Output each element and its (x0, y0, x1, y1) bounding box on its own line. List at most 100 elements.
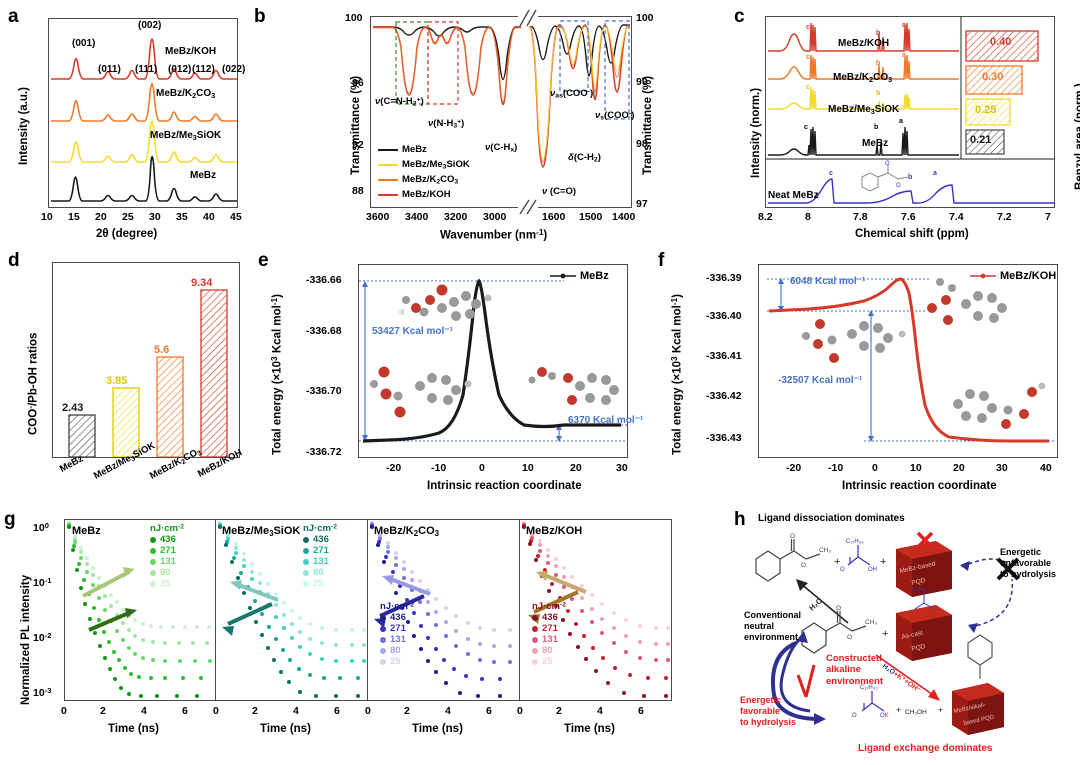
label-o-2: O (801, 562, 806, 569)
label-80-3: 80 (390, 645, 401, 656)
panel-e-ann-barrier: 53427 Kcal mol⁻¹ (372, 326, 453, 337)
dot-131-4 (532, 636, 538, 643)
ann-c-hx: ν(C-Hx) (485, 142, 518, 154)
label-25-2: 25 (313, 578, 324, 589)
panel-b-ytick-96: 96 (352, 77, 364, 89)
g-x2-4: 4 (293, 705, 299, 717)
panel-e-ytick-2: -336.70 (306, 385, 342, 397)
legend-item-k2co3: MeBz/K2CO3 (378, 172, 470, 187)
panel-e-xtick-0: 0 (479, 462, 485, 474)
panel-a-curves (51, 38, 237, 202)
label-436-3: 436 (390, 612, 406, 623)
panel-f-molecule-reactant (802, 319, 906, 363)
panel-g-ytick-3: 10-3 (33, 686, 52, 700)
panel-f-ytick-3: -336.42 (706, 390, 742, 402)
peak-letter-a-koh: a (902, 22, 906, 29)
legend-fluence-80-k2co3: 80 (380, 645, 414, 656)
dot-25-2 (303, 580, 309, 587)
panel-a-xtick-10: 10 (41, 211, 53, 223)
peak-letter-b-koh: b (876, 30, 881, 37)
legend-fluence-271-koh: 271 (532, 623, 566, 634)
label-436: 436 (160, 534, 176, 545)
panel-g-legend-mebz: nJ·cm-2 436 271 131 80 25 (150, 523, 184, 589)
panel-f-ann-barrier: 6048 Kcal mol⁻¹ (790, 276, 866, 287)
panel-c-xtick-78: 7.8 (853, 211, 868, 223)
panel-h-label: h (734, 509, 746, 530)
benzyl-value-mebz: 0.21 (970, 134, 992, 146)
plus-3: + (882, 628, 888, 640)
bar-value-mebz: 2.43 (62, 402, 84, 414)
legend-fluence-80-koh: 80 (532, 645, 566, 656)
panel-a-xlabel: 2θ (degree) (96, 228, 158, 240)
panel-h-text-constructed: Constructed alkaline environment (826, 653, 884, 687)
g-x4-2: 2 (556, 705, 562, 717)
panel-h-scheme: O O CH₃ + C₁₇H₃₃ O OH + MeBz-based PQD H (755, 531, 1020, 735)
dot-436 (150, 536, 156, 543)
peak-label-012: (012) (168, 64, 192, 75)
legend-item-koh: MeBz/KOH (378, 187, 470, 202)
panel-c-xtick-76: 7.6 (901, 211, 916, 223)
panel-g-xlabel-4: Time (ns) (564, 723, 615, 735)
label-o-6: O (852, 713, 857, 719)
ann-n-h3: ν(N-H3+) (428, 118, 465, 130)
panel-h-title-top: Ligand dissociation dominates (758, 513, 905, 524)
legend-fluence-271-mebz: 271 (150, 545, 184, 556)
label-271-2: 271 (313, 545, 329, 556)
legend-swatch-k2co3 (378, 178, 398, 181)
g-x1-6: 6 (182, 705, 188, 717)
panel-c: c Intensity (norm.) Benzyl area (norm.) (650, 0, 1080, 250)
peak-letter-c-koh: c (806, 24, 810, 31)
oleate-on-cube (914, 593, 935, 610)
panel-a-xtick-40: 40 (203, 211, 215, 223)
panel-d-ylabel: COO-/Pb-OH ratios (26, 332, 40, 435)
legend-fluence-25-k2co3: 25 (380, 656, 414, 667)
plus-5: + (938, 705, 943, 715)
peak-label-022: (022) (222, 64, 246, 75)
panel-b-xtick-1600: 1600 (542, 211, 566, 223)
panel-f-ytick-4: -336.43 (706, 432, 742, 444)
dot-25-4 (532, 658, 538, 665)
panel-a-xtick-45: 45 (230, 211, 242, 223)
legend-title-me3siok: nJ·cm-2 (303, 523, 338, 534)
panel-f-ytick-2: -336.41 (706, 350, 742, 362)
panel-b-label: b (254, 6, 266, 27)
panel-h-text-unfavorable: Energetic unfavorable to hydrolysis (1000, 547, 1057, 579)
peak-label-112: (112) (192, 64, 215, 75)
g-x3-0: 0 (365, 705, 371, 717)
legend-fluence-271-k2co3: 271 (380, 623, 414, 634)
panel-e-plot (358, 264, 628, 458)
panel-a-label: a (8, 6, 19, 27)
panel-b-xtick-1400: 1400 (612, 211, 636, 223)
panel-c-traces: O O (766, 17, 1054, 204)
g-x2-2: 2 (252, 705, 258, 717)
panel-e-label: e (258, 250, 269, 271)
panel-f-xtick-40: 40 (1040, 462, 1052, 474)
panel-g-ytick-2: 10-2 (33, 631, 52, 645)
label-80-2: 80 (313, 567, 324, 578)
panel-e-ann-delta: 6370 Kcal mol⁻¹ (568, 415, 644, 426)
panel-e-xtick-m20: -20 (386, 462, 402, 474)
ann-c-o: ν (C=O) (542, 186, 577, 197)
panel-b-plot-right (527, 16, 632, 208)
panel-f-xlabel: Intrinsic reaction coordinate (842, 480, 997, 492)
pqd-cube-1: MeBz-based PQD (896, 541, 952, 597)
label-131-4: 131 (542, 634, 558, 645)
peak-label-111: (111) (135, 64, 158, 75)
label-436-4: 436 (542, 612, 558, 623)
label-271-3: 271 (390, 623, 406, 634)
panel-b-rytick-99: 99 (636, 76, 648, 88)
g-x1-4: 4 (141, 705, 147, 717)
panel-a-xtick-15: 15 (68, 211, 80, 223)
panel-f-molecule-product (953, 382, 1046, 429)
label-80-4: 80 (542, 645, 553, 656)
panel-f-molecule-ts (927, 278, 1007, 325)
panel-e-molecule-reactant (399, 284, 492, 321)
label-o-5: O (847, 634, 852, 641)
g-x3-4: 4 (445, 705, 451, 717)
panel-b-ytick-100: 100 (345, 12, 363, 24)
panel-f-xtick-30: 30 (996, 462, 1008, 474)
plus-1: + (834, 556, 840, 568)
panel-d: d COO-/Pb-OH ratios 2. (0, 250, 250, 505)
bar-value-k2co3: 5.6 (154, 344, 170, 356)
svg-text:PQD: PQD (911, 643, 927, 653)
